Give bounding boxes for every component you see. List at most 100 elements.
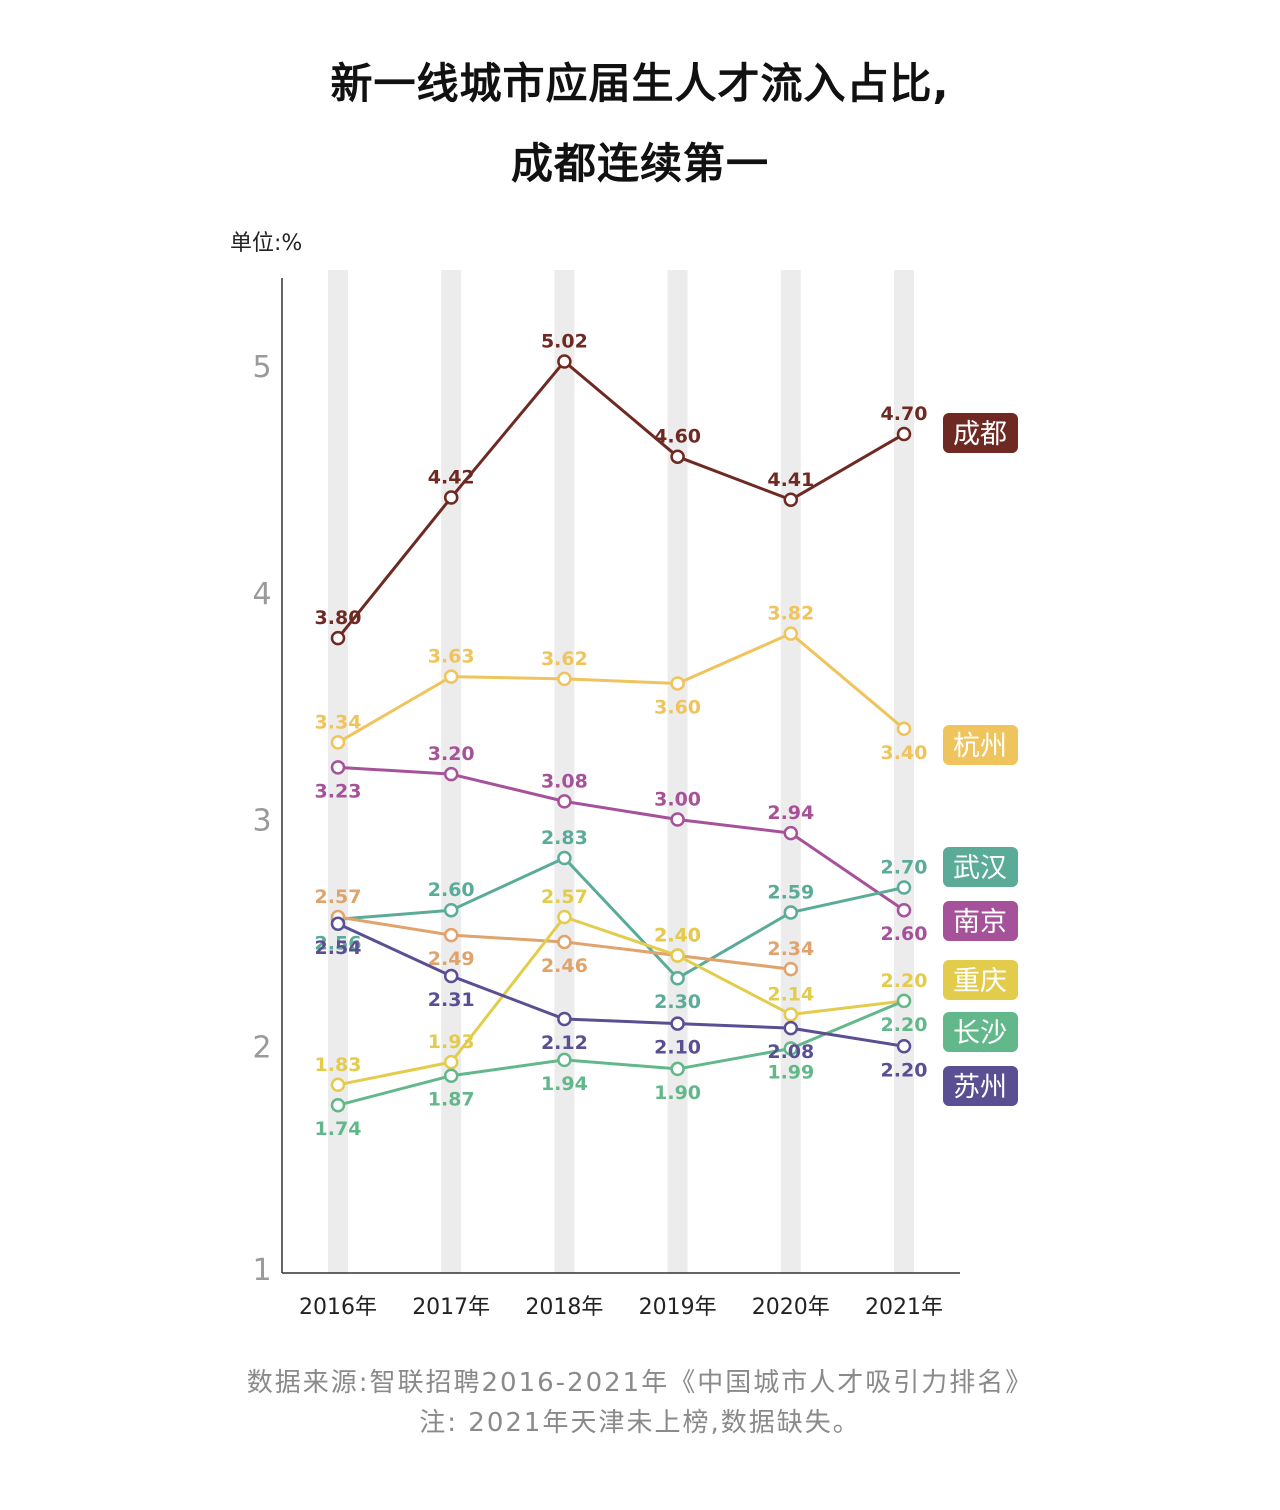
- y-tick-label: 3: [252, 804, 271, 839]
- series-line-武汉: [337, 856, 905, 980]
- data-label: 3.34: [315, 711, 362, 733]
- data-point: [557, 934, 572, 950]
- data-point: [670, 948, 685, 963]
- data-point: [896, 1039, 912, 1054]
- data-point: [896, 721, 912, 737]
- grid-band: [780, 270, 801, 1273]
- data-label: 2.40: [654, 925, 701, 947]
- data-label: 1.83: [315, 1054, 362, 1076]
- data-label: 2.60: [881, 923, 928, 945]
- data-point: [783, 1007, 799, 1022]
- data-point: [783, 626, 799, 641]
- data-label: 4.70: [881, 403, 928, 425]
- data-label: 1.90: [654, 1082, 701, 1104]
- source-note: 数据来源:智联招聘2016-2021年《中国城市人才吸引力排名》: [246, 1368, 1034, 1398]
- data-label: 4.42: [428, 467, 475, 489]
- data-label: 4.60: [654, 426, 701, 448]
- data-point: [670, 449, 685, 464]
- data-label: 3.82: [767, 603, 814, 625]
- legend-label: 苏州: [953, 1072, 1007, 1103]
- data-label: 5.02: [541, 330, 588, 352]
- data-label: 1.94: [541, 1073, 588, 1095]
- x-tick-label: 2016年: [299, 1295, 377, 1320]
- data-label: 1.99: [767, 1062, 814, 1084]
- x-tick-label: 2020年: [752, 1295, 830, 1320]
- legend-label: 杭州: [953, 731, 1007, 762]
- grid-band: [667, 270, 688, 1273]
- data-point: [557, 354, 572, 369]
- legend-badge-成都: [943, 413, 1018, 453]
- data-point: [896, 880, 912, 895]
- data-point: [783, 961, 799, 977]
- data-point: [783, 825, 799, 841]
- data-point: [330, 1077, 346, 1093]
- data-point: [896, 993, 912, 1009]
- unit-label: 单位:%: [230, 231, 303, 256]
- data-label: 2.20: [881, 1014, 928, 1036]
- data-point: [443, 669, 459, 684]
- data-label: 3.40: [881, 742, 928, 764]
- legend-badge-长沙: [943, 1012, 1018, 1052]
- data-label: 2.54: [315, 937, 362, 959]
- data-point: [557, 794, 572, 809]
- data-label: 2.10: [654, 1037, 701, 1059]
- data-point: [443, 968, 459, 984]
- data-point: [783, 1041, 799, 1056]
- data-label: 1.74: [315, 1118, 362, 1140]
- data-label: 1.87: [428, 1089, 475, 1111]
- data-point: [557, 1052, 572, 1068]
- legend-label: 成都: [953, 419, 1007, 450]
- data-label: 3.80: [315, 607, 362, 629]
- x-tick-label: 2018年: [525, 1295, 603, 1320]
- legend-label: 武汉: [953, 853, 1007, 884]
- y-tick-label: 5: [252, 350, 271, 385]
- data-label: 3.08: [541, 770, 588, 792]
- series-line-长沙: [337, 999, 905, 1107]
- data-label: 2.30: [654, 991, 701, 1013]
- data-point: [557, 909, 572, 925]
- legend-badge-杭州: [943, 725, 1018, 765]
- data-point: [670, 1061, 685, 1077]
- data-label: 2.20: [881, 1059, 928, 1081]
- legend-badge-武汉: [943, 847, 1018, 887]
- data-point: [557, 850, 572, 866]
- data-label: 2.49: [428, 948, 475, 970]
- data-label: 2.46: [541, 955, 588, 977]
- data-point: [443, 766, 459, 782]
- data-label: 2.70: [881, 857, 928, 879]
- data-label: 1.93: [428, 1031, 475, 1053]
- chart-title-line2: 成都连续第一: [510, 139, 769, 188]
- legend-label: 重庆: [953, 966, 1007, 997]
- data-label: 2.40: [654, 925, 701, 947]
- data-point: [557, 1011, 572, 1027]
- series-line-杭州: [337, 632, 905, 744]
- series-line-重庆: [337, 915, 905, 1087]
- data-point: [670, 812, 685, 827]
- data-point: [330, 760, 346, 775]
- legend-label: 长沙: [953, 1018, 1007, 1049]
- data-point: [670, 970, 685, 986]
- data-label: 2.56: [315, 932, 362, 954]
- data-point: [330, 735, 346, 750]
- data-label: 4.41: [767, 469, 814, 491]
- data-label: 2.94: [767, 802, 814, 824]
- series-line-苏州: [337, 922, 905, 1048]
- data-label: 3.62: [541, 648, 588, 670]
- data-label: 3.20: [428, 743, 475, 765]
- data-label: 2.08: [767, 1041, 814, 1063]
- data-point: [330, 916, 346, 932]
- x-tick-label: 2017年: [412, 1295, 490, 1320]
- data-label: 2.83: [541, 827, 588, 849]
- series-line-南京: [337, 765, 905, 912]
- data-point: [557, 671, 572, 687]
- data-label: 3.23: [315, 780, 362, 802]
- footnote: 注: 2021年天津未上榜,数据缺失。: [419, 1408, 861, 1438]
- data-point: [670, 676, 685, 691]
- data-label: 2.14: [767, 984, 814, 1006]
- legend-badge-南京: [943, 901, 1018, 941]
- y-tick-label: 2: [252, 1030, 271, 1065]
- data-point: [896, 426, 912, 442]
- data-label: 3.00: [654, 789, 701, 811]
- y-tick-label: 1: [252, 1253, 271, 1288]
- y-tick-label: 4: [252, 577, 271, 612]
